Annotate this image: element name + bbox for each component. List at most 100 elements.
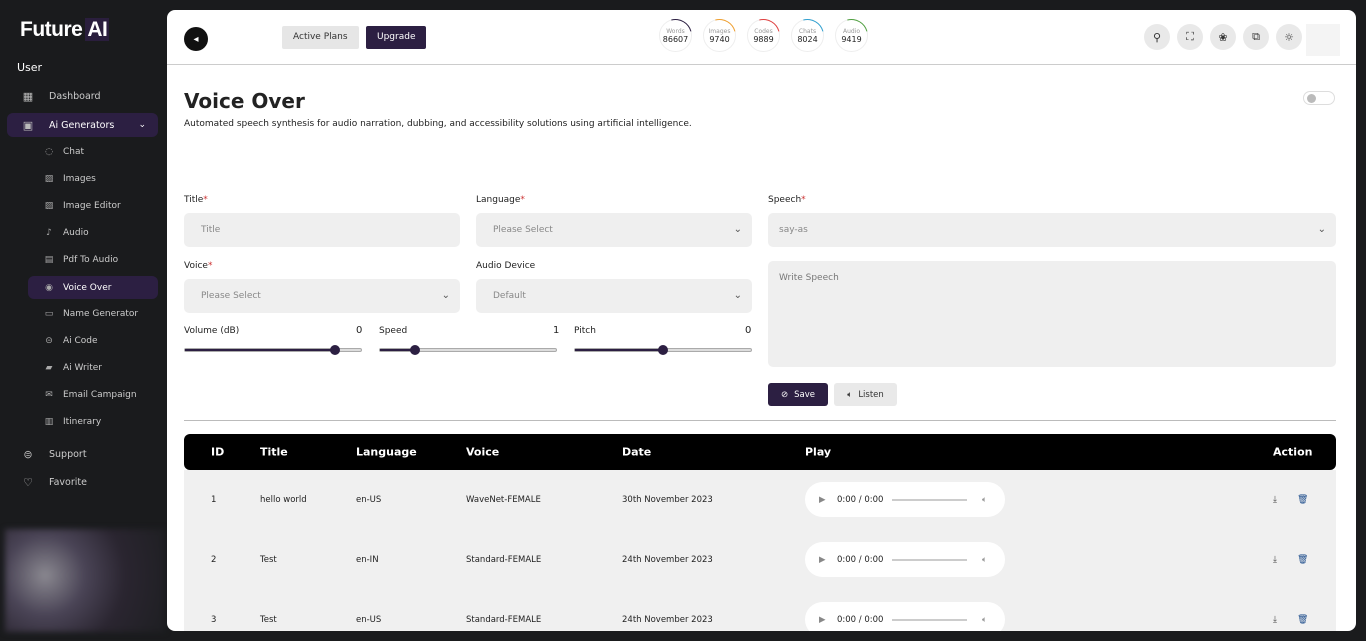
stat-label: Images	[708, 28, 731, 35]
email-icon: ✉	[45, 389, 53, 400]
sidebar: Future AI User ▦ Dashboard ▣ Ai Generators ⌄…	[0, 0, 167, 641]
label: Support	[49, 448, 87, 460]
title-input[interactable]: Title	[184, 213, 460, 247]
trash-icon[interactable]: 🗑︎	[1297, 495, 1309, 505]
toggle-switch[interactable]	[1303, 91, 1335, 105]
translate-icon[interactable]: ⧉	[1243, 24, 1269, 50]
col-date: Date	[622, 445, 652, 459]
col-voice: Voice	[466, 445, 500, 459]
play-icon[interactable]: ▶	[819, 494, 826, 505]
chevron-down-icon: ⌄	[733, 224, 742, 235]
pitch-value: 0	[745, 325, 752, 336]
grid-icon: ▦	[22, 89, 34, 103]
audio-progress[interactable]	[892, 619, 967, 621]
sidebar-item-favorite[interactable]: ♡ Favorite	[7, 470, 158, 494]
col-title: Title	[260, 445, 288, 459]
sidebar-item-chat[interactable]: ◌ Chat	[28, 140, 158, 163]
volume-slider[interactable]	[184, 345, 362, 355]
sidebar-item-voice-over[interactable]: ◉ Voice Over	[28, 276, 158, 299]
sidebar-item-email-campaign[interactable]: ✉ Email Campaign	[28, 383, 158, 406]
logo-ai: AI	[85, 18, 110, 41]
main-content: ◂ Active Plans Upgrade Words 86607 Images…	[167, 10, 1356, 631]
sidebar-item-image-editor[interactable]: ▨ Image Editor	[28, 194, 158, 217]
user-profile-blurred	[5, 529, 165, 632]
speaker-icon: 🔈︎	[847, 389, 853, 400]
volume-label: Volume (dB)	[184, 326, 240, 336]
language-select[interactable]: Please Select ⌄	[476, 213, 752, 247]
sidebar-item-ai-writer[interactable]: ▰ Ai Writer	[28, 356, 158, 379]
stat-value: 9889	[753, 35, 774, 44]
play-icon[interactable]: ▶	[819, 554, 826, 565]
speed-slider[interactable]	[379, 345, 557, 355]
slider-handle	[658, 345, 668, 355]
section-label: User	[17, 61, 43, 74]
slider-handle	[329, 345, 340, 355]
avatar[interactable]	[1306, 24, 1340, 56]
volume-icon[interactable]: 🔈︎	[982, 614, 988, 625]
download-icon[interactable]: ⤓	[1273, 615, 1277, 625]
voice-select[interactable]: Please Select ⌄	[184, 279, 460, 313]
cell-date: 24th November 2023	[622, 615, 713, 625]
speech-textarea[interactable]: Write Speech	[768, 261, 1336, 367]
audio-device-select[interactable]: Default ⌄	[476, 279, 752, 313]
volume-icon[interactable]: 🔈︎	[982, 554, 988, 565]
save-button[interactable]: ⊘ Save	[768, 383, 828, 406]
cell-language: en-US	[356, 615, 382, 625]
cell-voice: Standard-FEMALE	[466, 615, 542, 625]
volume-icon[interactable]: 🔈︎	[982, 494, 988, 505]
support-icon: ⊜	[23, 447, 33, 461]
sidebar-item-images[interactable]: ▨ Images	[28, 167, 158, 190]
table-header: ID Title Language Voice Date Play Action	[184, 434, 1336, 470]
logo[interactable]: Future AI	[20, 18, 110, 42]
speech-select[interactable]: say-as ⌄	[768, 213, 1336, 247]
label: Itinerary	[63, 416, 102, 427]
sidebar-item-pdf-to-audio[interactable]: ▤ Pdf To Audio	[28, 248, 158, 271]
label: Dashboard	[49, 90, 101, 102]
download-icon[interactable]: ⤓	[1273, 555, 1277, 565]
active-plans-button[interactable]: Active Plans	[282, 26, 359, 49]
cell-title: Test	[260, 555, 277, 565]
volume-value: 0	[356, 325, 363, 336]
sidebar-item-ai-generators[interactable]: ▣ Ai Generators ⌄	[7, 113, 158, 137]
sidebar-item-audio[interactable]: ♪ Audio	[28, 221, 158, 244]
play-icon[interactable]: ▶	[819, 614, 826, 625]
listen-button[interactable]: 🔈︎ Listen	[834, 383, 897, 406]
collapse-sidebar-button[interactable]: ◂	[184, 27, 208, 51]
sidebar-item-name-generator[interactable]: ▭ Name Generator	[28, 302, 158, 325]
trash-icon[interactable]: 🗑︎	[1297, 615, 1309, 625]
pitch-slider[interactable]	[574, 345, 752, 355]
sidebar-item-support[interactable]: ⊜ Support	[7, 442, 158, 466]
col-action: Action	[1273, 445, 1313, 459]
slider-handle	[410, 345, 421, 355]
audio-player[interactable]: ▶ 0:00 / 0:00 🔈︎	[805, 482, 1005, 517]
label: Audio	[63, 227, 89, 238]
color-theme-icon[interactable]: ❀	[1210, 24, 1236, 50]
microphone-icon: ♪	[46, 227, 52, 238]
upgrade-button[interactable]: Upgrade	[366, 26, 427, 49]
audio-progress[interactable]	[892, 559, 967, 561]
trash-icon[interactable]: 🗑︎	[1297, 555, 1309, 565]
audio-player[interactable]: ▶ 0:00 / 0:00 🔈︎	[805, 602, 1005, 631]
logo-text: Future	[20, 18, 83, 41]
download-icon[interactable]: ⤓	[1273, 495, 1277, 505]
search-icon[interactable]: ⚲	[1144, 24, 1170, 50]
stat-images: Images 9740	[696, 12, 743, 59]
generator-icon: ▣	[22, 118, 34, 132]
sidebar-item-itinerary[interactable]: ▥ Itinerary	[28, 410, 158, 433]
cell-language: en-US	[356, 495, 382, 505]
col-play: Play	[805, 445, 832, 459]
divider	[184, 420, 1336, 421]
col-language: Language	[356, 445, 417, 459]
speed-value: 1	[553, 325, 560, 336]
stat-words: Words 86607	[652, 12, 699, 59]
audio-progress[interactable]	[892, 499, 967, 501]
sidebar-item-dashboard[interactable]: ▦ Dashboard	[7, 84, 158, 108]
audio-time: 0:00 / 0:00	[837, 554, 884, 565]
fullscreen-icon[interactable]: ⛶	[1177, 24, 1203, 50]
sun-icon[interactable]: ☼	[1276, 24, 1302, 50]
stat-label: Audio	[842, 28, 861, 35]
pdf-icon: ▤	[44, 254, 54, 265]
voice-label: Voice*	[184, 261, 213, 271]
sidebar-item-ai-code[interactable]: ⊝ Ai Code	[28, 329, 158, 352]
audio-player[interactable]: ▶ 0:00 / 0:00 🔈︎	[805, 542, 1005, 577]
